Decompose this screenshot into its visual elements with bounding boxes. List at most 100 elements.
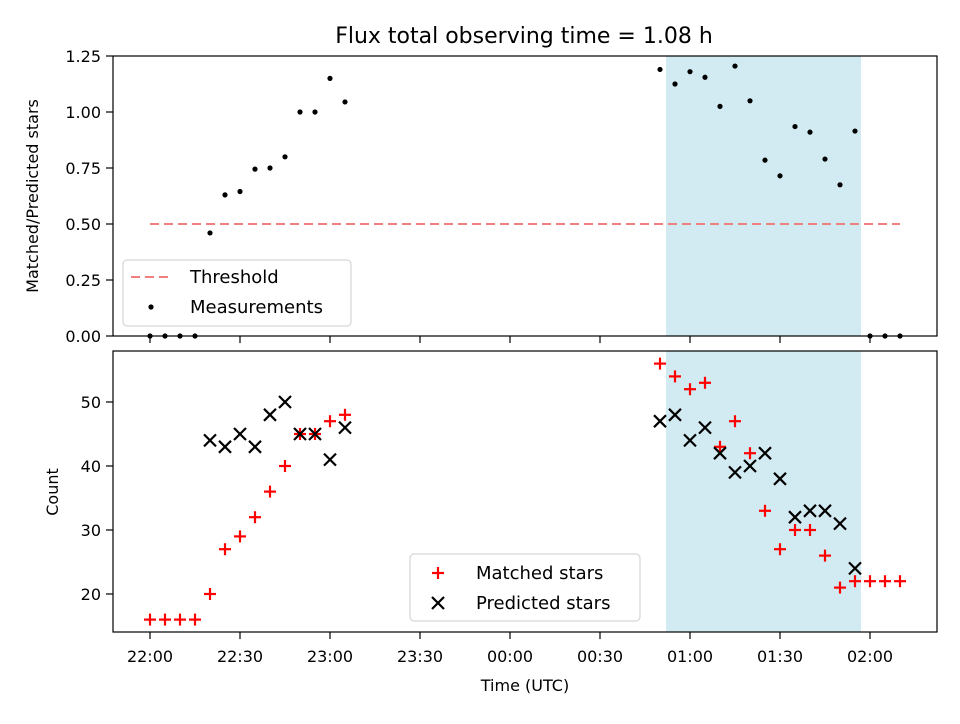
matched-star-point [774,543,786,556]
bottom-x-tick-label: 00:30 [577,647,623,666]
measurement-point [792,123,798,130]
top-highlight-band [666,56,861,336]
matched-star-point [699,376,711,389]
matched-star-point [219,543,231,556]
predicted-star-point [248,440,262,454]
matched-star-point [174,613,186,626]
legend-matched-label: Matched stars [476,563,603,584]
predicted-star-point [293,427,307,441]
measurement-point [717,103,723,109]
measurement-point [252,166,258,172]
bottom-x-tick-label: 01:30 [757,647,803,666]
predicted-star-point [338,420,352,435]
bottom-highlight-band [666,351,861,632]
predicted-star-point [218,440,232,454]
matched-star-point [744,447,756,460]
bottom-y-ticks: 20 30 40 50 [81,393,113,604]
measurement-point [777,173,783,179]
matched-star-point [234,530,246,543]
top-y-tick-label: 1.00 [65,103,101,122]
measurement-point [672,81,678,87]
top-plot-frame [112,55,938,337]
predicted-star-point [323,452,337,467]
matched-star-point [189,613,201,626]
measurement-point [747,98,753,104]
matched-star-point [204,588,216,600]
predicted-star-point [713,446,727,460]
matched-star-point [279,460,291,472]
chart-title: Flux total observing time = 1.08 h [335,24,713,49]
matched-star-point [249,511,261,524]
predicted-star-point [203,433,217,448]
predicted-star-point [728,465,742,480]
predicted-stars-points [203,395,862,576]
predicted-star-point [263,408,277,422]
bottom-x-tick-label: 00:00 [487,647,533,666]
matched-star-point [879,575,891,588]
predicted-star-point [278,395,292,409]
matched-star-point [654,357,666,370]
measurement-point [762,157,768,163]
predicted-star-point [833,516,847,531]
measurement-point [222,192,228,198]
bottom-x-tick-label: 01:00 [667,647,713,666]
matched-star-point [729,415,741,428]
bottom-x-ticks: 22:00 22:30 23:00 23:30 00:00 00:30 01:00 01:30… [127,632,893,666]
measurement-point [267,165,273,171]
matched-star-point [849,575,861,588]
measurement-point [822,156,828,162]
measurement-point [702,74,708,80]
measurement-point [657,66,663,73]
bottom-y-tick-label: 30 [81,521,101,540]
measurement-point [327,75,333,81]
measurement-point [237,188,243,195]
measurement-point [282,154,288,160]
matched-star-point [864,575,876,588]
legend-predicted-swatch [431,596,445,610]
predicted-star-point [683,433,697,448]
matched-star-point [819,549,831,562]
legend-predicted-label: Predicted stars [476,593,610,614]
legend-threshold-label: Threshold [189,267,279,288]
legend-measurements-swatch [148,304,154,310]
predicted-star-point [818,504,832,518]
matched-star-point [144,613,156,626]
x-axis-label: Time (UTC) [480,676,569,695]
bottom-y-axis-label: Count [43,468,62,516]
bottom-x-tick-label: 23:30 [397,647,443,666]
predicted-star-point [668,408,682,422]
measurement-point [852,128,858,134]
bottom-y-tick-label: 40 [81,457,101,476]
matched-star-point [264,485,276,498]
predicted-star-point [308,427,322,441]
predicted-star-point [698,420,712,435]
predicted-star-point [788,510,802,524]
legend-matched-swatch [432,567,444,579]
top-y-tick-label: 0.00 [65,327,101,346]
top-y-tick-label: 0.50 [65,215,101,234]
measurement-point [207,230,213,236]
matched-star-point [894,575,906,588]
legend-measurements-label: Measurements [190,297,323,318]
matched-star-point [684,383,696,396]
measurement-point [297,109,303,115]
matched-star-point [339,408,351,421]
top-panel: 0.00 0.25 0.50 0.75 1.00 1.25 Matched/Predict… [23,47,938,346]
bottom-panel: 20 30 40 50 22:00 22:30 23:00 23:30 00:00 00:30 0… [43,350,938,695]
bottom-x-tick-label: 22:00 [127,647,173,666]
top-y-tick-label: 1.25 [65,47,101,66]
predicted-star-point [743,459,757,473]
matched-star-point [759,504,771,517]
measurement-point [312,109,318,115]
measurement-point [807,129,813,135]
measurement-point [732,63,738,69]
measurement-point [837,182,843,188]
measurement-points [147,63,903,339]
measurement-point [342,99,348,105]
bottom-legend: Matched stars Predicted stars [409,553,641,622]
predicted-star-point [803,504,817,518]
matched-star-point [804,524,816,536]
predicted-star-point [848,561,862,576]
bottom-x-tick-label: 23:00 [307,647,353,666]
top-y-axis-label: Matched/Predicted stars [23,99,42,293]
